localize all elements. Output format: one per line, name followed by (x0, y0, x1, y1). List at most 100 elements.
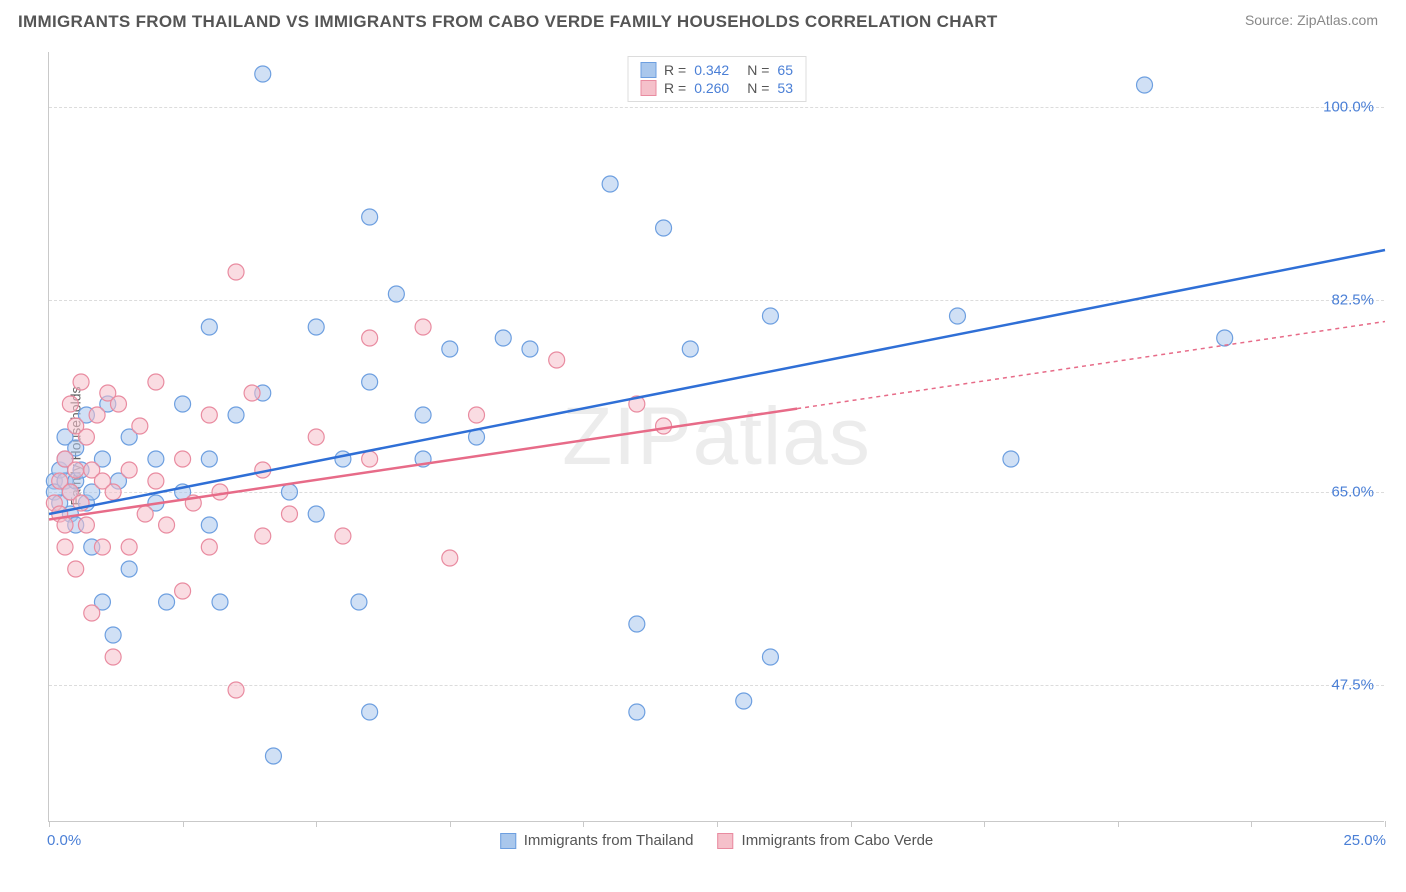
data-point (469, 407, 485, 423)
data-point (351, 594, 367, 610)
data-point (1137, 77, 1153, 93)
trend-line-extrapolated (797, 322, 1385, 409)
x-tick-mark (183, 821, 184, 827)
trend-line (49, 250, 1385, 514)
data-point (1217, 330, 1233, 346)
legend-row: R = 0.260 N = 53 (640, 79, 793, 97)
legend-swatch (718, 833, 734, 849)
data-point (78, 429, 94, 445)
data-point (68, 462, 84, 478)
series-legend-item: Immigrants from Cabo Verde (718, 832, 934, 849)
data-point (415, 319, 431, 335)
legend-swatch (640, 62, 656, 78)
data-point (228, 682, 244, 698)
data-point (762, 649, 778, 665)
data-point (335, 451, 351, 467)
x-tick-mark (49, 821, 50, 827)
x-axis-end: 25.0% (1343, 832, 1386, 849)
data-point (137, 506, 153, 522)
x-tick-mark (984, 821, 985, 827)
data-point (442, 341, 458, 357)
data-point (255, 528, 271, 544)
x-tick-mark (851, 821, 852, 827)
data-point (362, 209, 378, 225)
data-point (308, 429, 324, 445)
data-point (68, 561, 84, 577)
data-point (549, 352, 565, 368)
data-point (57, 539, 73, 555)
x-tick-mark (717, 821, 718, 827)
data-point (522, 341, 538, 357)
data-point (335, 528, 351, 544)
series-name: Immigrants from Thailand (524, 832, 694, 849)
data-point (212, 594, 228, 610)
x-tick-mark (1251, 821, 1252, 827)
correlation-legend: R = 0.342N = 65R = 0.260N = 53 (627, 56, 806, 102)
data-point (121, 462, 137, 478)
x-tick-mark (316, 821, 317, 827)
data-point (110, 396, 126, 412)
x-tick-mark (583, 821, 584, 827)
r-label: R = (664, 80, 686, 96)
data-point (201, 407, 217, 423)
r-value: 0.342 (694, 62, 729, 78)
n-label: N = (747, 62, 769, 78)
data-point (105, 627, 121, 643)
data-point (201, 451, 217, 467)
data-point (212, 484, 228, 500)
data-point (495, 330, 511, 346)
data-point (362, 451, 378, 467)
data-point (105, 484, 121, 500)
data-point (201, 539, 217, 555)
data-point (175, 583, 191, 599)
data-point (682, 341, 698, 357)
n-value: 53 (777, 80, 793, 96)
x-tick-mark (450, 821, 451, 827)
data-point (84, 605, 100, 621)
data-point (105, 649, 121, 665)
data-point (629, 616, 645, 632)
data-point (736, 693, 752, 709)
legend-swatch (500, 833, 516, 849)
r-label: R = (664, 62, 686, 78)
data-point (201, 517, 217, 533)
r-value: 0.260 (694, 80, 729, 96)
data-point (442, 550, 458, 566)
data-point (175, 451, 191, 467)
data-point (362, 374, 378, 390)
data-point (362, 330, 378, 346)
data-point (762, 308, 778, 324)
data-point (201, 319, 217, 335)
data-point (602, 176, 618, 192)
data-point (148, 473, 164, 489)
data-point (175, 396, 191, 412)
data-point (281, 506, 297, 522)
data-point (57, 517, 73, 533)
data-point (308, 319, 324, 335)
data-point (132, 418, 148, 434)
data-point (308, 506, 324, 522)
data-point (415, 407, 431, 423)
data-point (148, 374, 164, 390)
x-tick-mark (1118, 821, 1119, 827)
data-point (949, 308, 965, 324)
data-point (94, 539, 110, 555)
data-point (255, 66, 271, 82)
scatter-plot (49, 52, 1384, 821)
data-point (159, 594, 175, 610)
chart-area: ZIPatlas 47.5%65.0%82.5%100.0% 0.0% 25.0… (48, 52, 1384, 822)
data-point (656, 418, 672, 434)
data-point (159, 517, 175, 533)
source-label: Source: ZipAtlas.com (1245, 12, 1378, 28)
data-point (656, 220, 672, 236)
x-axis-start: 0.0% (47, 832, 81, 849)
n-label: N = (747, 80, 769, 96)
data-point (62, 396, 78, 412)
series-legend: Immigrants from Thailand Immigrants from … (500, 832, 934, 849)
series-legend-item: Immigrants from Thailand (500, 832, 694, 849)
chart-title: IMMIGRANTS FROM THAILAND VS IMMIGRANTS F… (18, 12, 998, 32)
data-point (78, 517, 94, 533)
data-point (629, 704, 645, 720)
x-tick-mark (1385, 821, 1386, 827)
data-point (89, 407, 105, 423)
